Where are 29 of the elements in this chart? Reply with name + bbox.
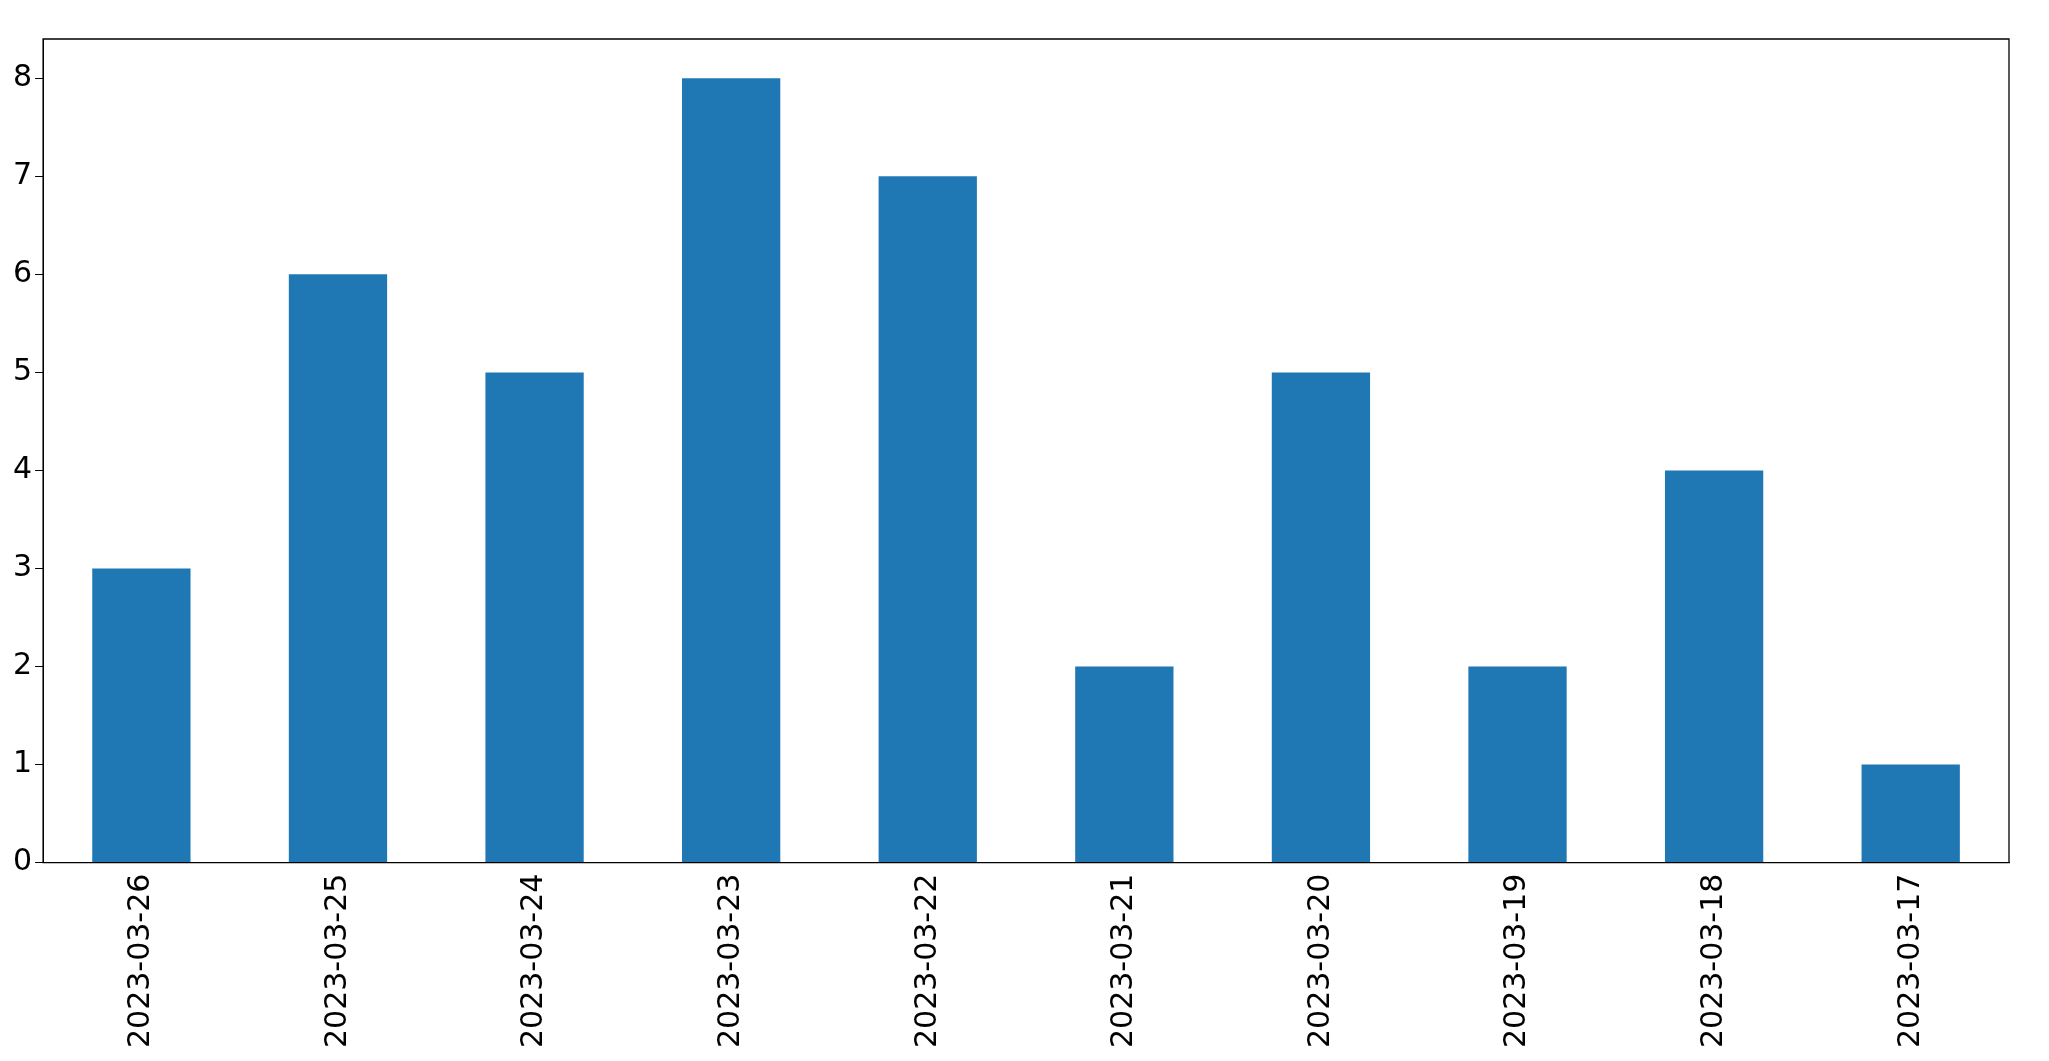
bar — [1664, 470, 1764, 863]
bar — [682, 78, 781, 863]
x-tick-label: 2023-03-24 — [514, 873, 550, 1049]
x-tick-label: 2023-03-20 — [1300, 873, 1336, 1049]
y-tick-label: 4 — [12, 450, 33, 486]
bar — [878, 176, 977, 863]
y-tick-label: 0 — [12, 842, 33, 878]
x-tick-label: 2023-03-19 — [1497, 873, 1533, 1049]
x-tick-label: 2023-03-23 — [710, 873, 746, 1049]
x-tick-label: 2023-03-18 — [1693, 873, 1729, 1049]
x-tick-label: 2023-03-22 — [907, 873, 943, 1049]
y-tick-label: 2 — [12, 646, 33, 682]
x-tick-label: 2023-03-21 — [1104, 873, 1140, 1049]
bar — [485, 372, 584, 863]
y-tick-label: 1 — [12, 744, 33, 780]
bar — [1271, 372, 1371, 863]
y-tick-label: 5 — [12, 352, 33, 388]
y-tick-label: 3 — [12, 548, 33, 584]
x-tick-label: 2023-03-26 — [121, 873, 157, 1049]
bar — [1861, 764, 1960, 863]
bar — [1075, 666, 1174, 863]
x-tick-label: 2023-03-17 — [1890, 873, 1926, 1049]
bar — [92, 568, 191, 863]
y-tick-label: 6 — [12, 254, 33, 290]
bar — [1468, 666, 1567, 863]
y-tick-label: 7 — [12, 156, 33, 192]
bar — [288, 274, 388, 863]
x-tick-label: 2023-03-25 — [317, 873, 353, 1049]
y-tick-label: 8 — [12, 58, 33, 94]
